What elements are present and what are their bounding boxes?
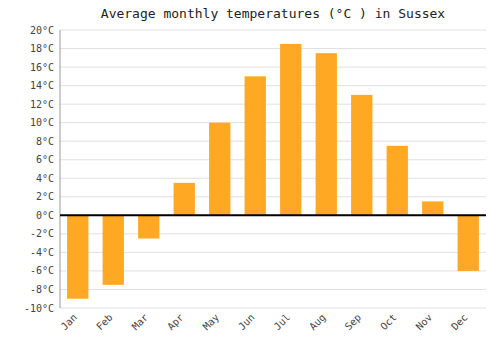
bar xyxy=(138,215,159,238)
grid-line xyxy=(60,159,486,160)
bar xyxy=(280,44,301,215)
grid-line xyxy=(60,196,486,197)
y-tick-label: 12°C xyxy=(30,99,54,110)
x-tick-label: Dec xyxy=(449,312,470,333)
x-tick-label: May xyxy=(201,312,222,333)
bar xyxy=(422,201,443,215)
bars xyxy=(67,44,479,299)
grid-line xyxy=(60,30,486,31)
x-tick-label: Sep xyxy=(343,312,364,333)
y-axis-line xyxy=(60,30,61,308)
x-tick-label: Mar xyxy=(130,312,151,333)
grid-line xyxy=(60,85,486,86)
y-tick-label: 14°C xyxy=(30,80,54,91)
x-tick-label: Nov xyxy=(414,312,435,333)
y-tick-label: 8°C xyxy=(36,136,54,147)
y-tick-label: 6°C xyxy=(36,154,54,165)
title: Average monthly temperatures (°C ) in Su… xyxy=(101,6,446,21)
y-tick-label: -6°C xyxy=(30,265,54,276)
grid-line xyxy=(60,141,486,142)
bar xyxy=(174,183,195,215)
bar xyxy=(351,95,372,215)
y-tick-label: 20°C xyxy=(30,25,54,36)
grid-line xyxy=(60,289,486,290)
y-tick-label: -8°C xyxy=(30,284,54,295)
grid xyxy=(60,30,486,308)
grid-line xyxy=(60,215,486,216)
bar xyxy=(245,76,266,215)
zero-line xyxy=(60,214,486,216)
x-tick-label: Feb xyxy=(94,312,115,333)
grid-line xyxy=(60,67,486,68)
grid-line xyxy=(60,308,486,309)
x-tick-label: Jan xyxy=(59,312,80,333)
grid-line xyxy=(60,233,486,234)
chart-svg: Average monthly temperatures (°C ) in Su… xyxy=(0,0,500,350)
x-tick-label: Jul xyxy=(272,312,293,333)
y-tick-label: 18°C xyxy=(30,43,54,54)
y-tick-label: 0°C xyxy=(36,210,54,221)
y-tick-label: -10°C xyxy=(24,303,54,314)
x-tick-label: Apr xyxy=(165,312,186,333)
grid-line xyxy=(60,178,486,179)
bar xyxy=(209,123,230,216)
y-tick-label: 10°C xyxy=(30,117,54,128)
y-tick-label: 2°C xyxy=(36,191,54,202)
bar xyxy=(316,53,337,215)
chart-container: Average monthly temperatures (°C ) in Su… xyxy=(0,0,500,350)
grid-line xyxy=(60,122,486,123)
bar xyxy=(458,215,479,271)
x-tick-label: Oct xyxy=(378,312,399,333)
y-tick-label: -4°C xyxy=(30,247,54,258)
bar xyxy=(103,215,124,284)
x-tick-label: Jun xyxy=(236,312,257,333)
y-tick-label: -2°C xyxy=(30,228,54,239)
grid-line xyxy=(60,252,486,253)
y-tick-label: 16°C xyxy=(30,62,54,73)
grid-line xyxy=(60,270,486,271)
y-tick-label: 4°C xyxy=(36,173,54,184)
x-tick-label: Aug xyxy=(307,312,328,333)
bar xyxy=(387,146,408,216)
grid-line xyxy=(60,48,486,49)
bar xyxy=(67,215,88,298)
grid-line xyxy=(60,104,486,105)
